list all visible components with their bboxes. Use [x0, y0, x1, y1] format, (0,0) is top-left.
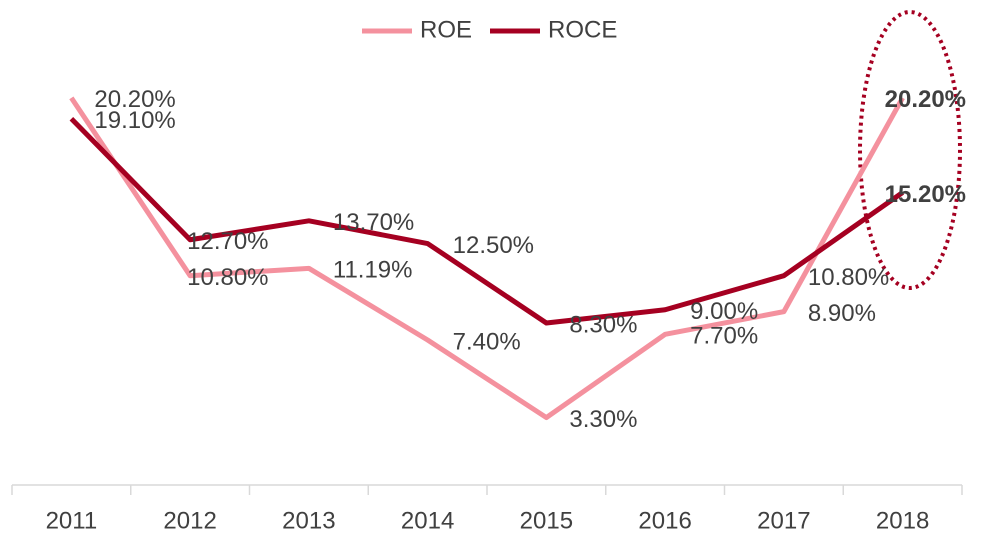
data-label: 8.30%: [569, 311, 637, 338]
x-tick-label: 2016: [638, 507, 691, 534]
x-tick-label: 2012: [163, 507, 216, 534]
data-label: 20.20%: [885, 86, 966, 113]
data-label: 8.90%: [808, 300, 876, 327]
legend-label: ROE: [420, 16, 472, 43]
series-line: [69, 96, 905, 421]
data-label: 7.70%: [690, 323, 758, 350]
data-label: 19.10%: [94, 107, 175, 134]
data-label: 11.19%: [333, 257, 413, 284]
data-label: 20.20%: [94, 86, 175, 113]
x-tick-label: 2015: [520, 507, 573, 534]
data-label: 13.70%: [333, 209, 414, 236]
x-tick-label: 2011: [46, 507, 98, 534]
data-label: 12.70%: [187, 228, 268, 255]
data-label: 9.00%: [690, 298, 758, 325]
x-tick-label: 2017: [757, 507, 810, 534]
data-label: 10.80%: [187, 264, 268, 291]
data-label: 7.40%: [453, 328, 521, 355]
x-tick-label: 2018: [876, 507, 929, 534]
data-label: 12.50%: [453, 232, 534, 259]
data-label: 15.20%: [885, 181, 966, 208]
series-line: [69, 116, 905, 326]
legend-label: ROCE: [548, 16, 617, 43]
x-tick-label: 2014: [401, 507, 454, 534]
highlight-ellipse: [858, 10, 962, 290]
x-tick-label: 2013: [282, 507, 335, 534]
data-label: 3.30%: [569, 406, 637, 433]
data-label: 10.80%: [808, 264, 889, 291]
